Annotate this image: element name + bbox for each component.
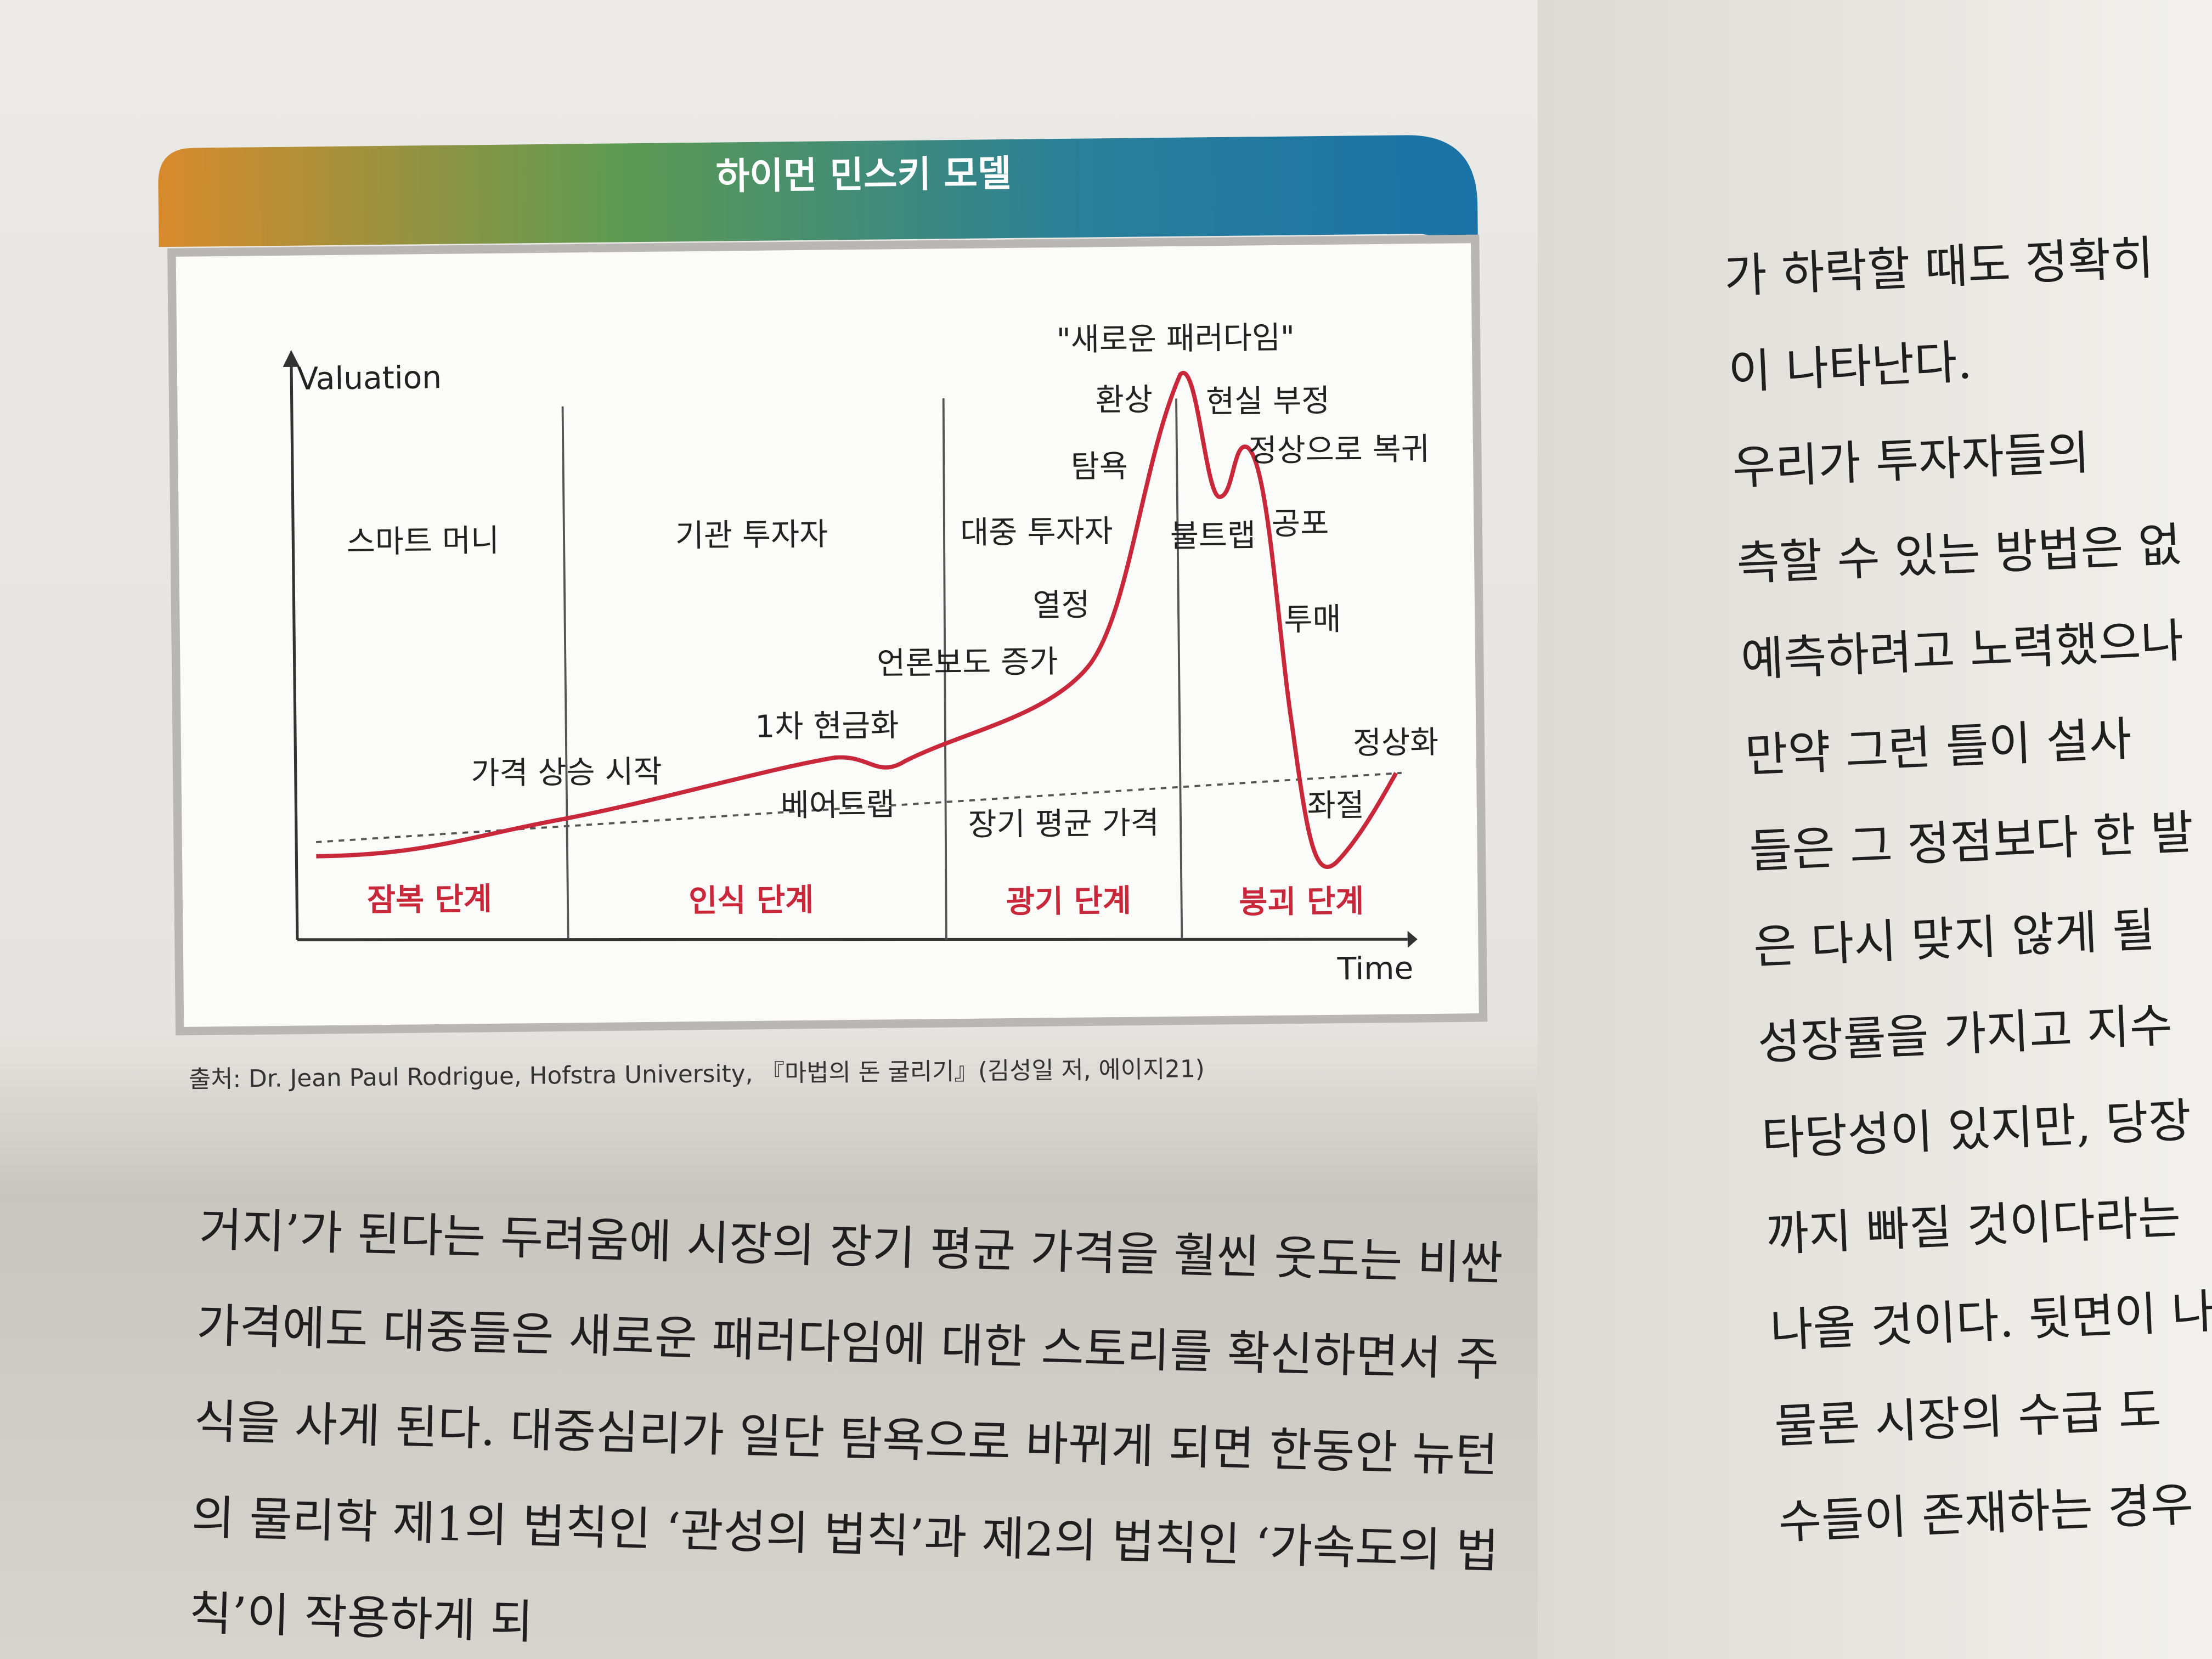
right-page bbox=[1537, 0, 2212, 1659]
x-axis bbox=[297, 938, 1408, 941]
annotation: 1차 현금화 bbox=[755, 707, 899, 745]
phase: 인식 단계 bbox=[689, 882, 814, 919]
text-line: 칙’이 작용하게 되 bbox=[188, 1587, 534, 1650]
x-axis-label: Time bbox=[1336, 950, 1413, 987]
player: 기관 투자자 bbox=[675, 516, 828, 554]
dividers bbox=[561, 398, 1183, 940]
player: 대중 투자자 bbox=[960, 513, 1113, 551]
annotation: 열정 bbox=[1032, 587, 1090, 624]
annotation: 공포 bbox=[1272, 505, 1329, 542]
phase: 잠복 단계 bbox=[367, 881, 493, 918]
phase: 붕괴 단계 bbox=[1239, 883, 1364, 921]
annotation: 탐욕 bbox=[1070, 448, 1128, 485]
annotation: 베어트랩 bbox=[780, 786, 895, 823]
y-axis-label: Valuation bbox=[297, 359, 442, 397]
annotation: "새로운 패러다임" bbox=[1056, 319, 1295, 358]
annotation: 언론보도 증가 bbox=[877, 644, 1058, 681]
player: 스마트 머니 bbox=[347, 522, 500, 560]
annotation: 현실 부정 bbox=[1206, 382, 1330, 420]
annotation: 불트랩 bbox=[1170, 517, 1256, 555]
annotation: 가격 상승 시작 bbox=[471, 754, 662, 792]
phase: 광기 단계 bbox=[1006, 883, 1132, 920]
text-line: 이 나타난다. bbox=[1727, 335, 1973, 400]
annotation: 환상 bbox=[1096, 382, 1153, 419]
figure-title: 하이먼 민스키 모델 bbox=[715, 152, 1011, 198]
y-axis bbox=[290, 358, 299, 940]
annotation: 정상으로 복귀 bbox=[1248, 431, 1430, 469]
minsky-curve bbox=[316, 370, 1398, 869]
annotation: 장기 평균 가격 bbox=[968, 805, 1159, 843]
annotation: 정상화 bbox=[1353, 724, 1439, 761]
title-banner bbox=[158, 135, 1479, 276]
annotation: 좌절 bbox=[1307, 787, 1364, 824]
annotation: 투매 bbox=[1284, 601, 1341, 638]
